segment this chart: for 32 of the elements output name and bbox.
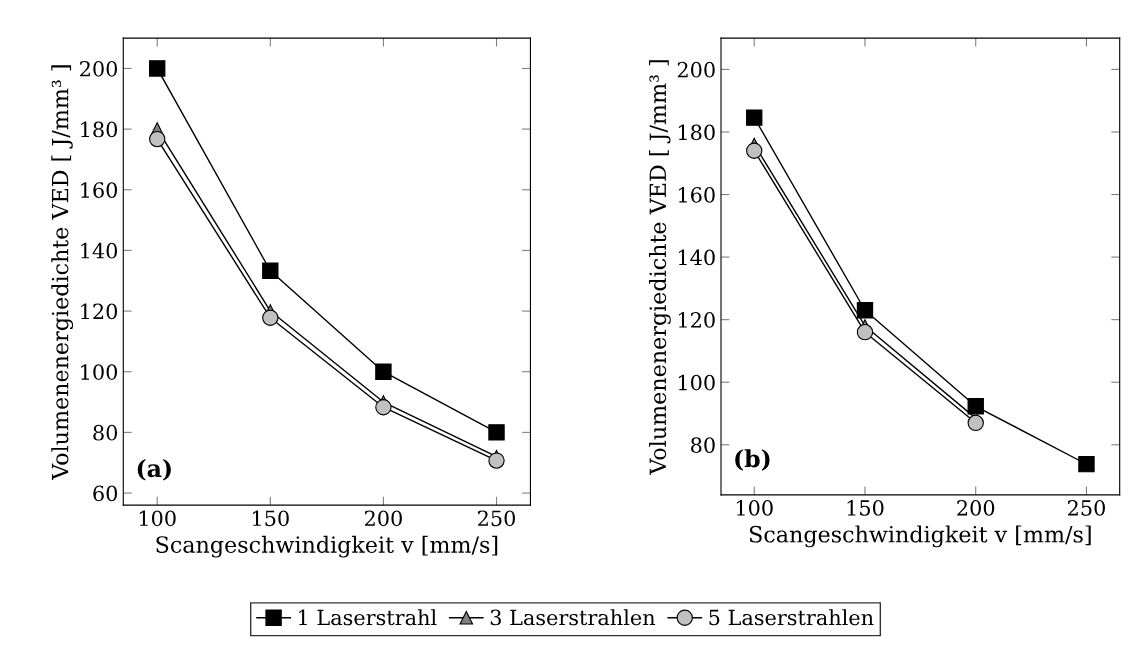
- x-tick-label: 250: [1068, 500, 1105, 516]
- y-tick-label: 120: [81, 303, 118, 320]
- y-tick-label: 120: [678, 312, 715, 328]
- y-axis-title: Volumenenergiedichte VED [ J/mm³ ]: [51, 65, 74, 481]
- x-axis-title: Scangeschwindigkeit v [mm/s]: [156, 535, 498, 558]
- x-tick-label: 100: [139, 510, 176, 527]
- y-tick-label: 160: [81, 182, 118, 198]
- x-tick-label: 250: [478, 510, 516, 527]
- y-tick-label: 100: [678, 374, 715, 391]
- y-tick-label: 180: [678, 124, 715, 141]
- y-axis-title: Volumenenergiedichte VED [ J/mm³ ]: [649, 60, 671, 475]
- y-tick-label: 60: [93, 485, 118, 502]
- x-axis-title: Scangeschwindigkeit v [mm/s]: [749, 525, 1091, 548]
- annotation: (b): [735, 449, 770, 471]
- y-tick-label: 200: [677, 61, 715, 78]
- y-tick-label: 80: [93, 424, 118, 441]
- annotation: (a): [137, 458, 171, 481]
- y-tick-label: 140: [678, 249, 715, 266]
- y-tick-label: 100: [81, 364, 118, 380]
- y-tick-label: 200: [80, 60, 118, 77]
- y-tick-label: 160: [678, 186, 715, 203]
- legend-label: 3 Laserstrahlen: [490, 609, 656, 626]
- x-tick-label: 100: [736, 500, 773, 516]
- x-tick-label: 200: [364, 510, 402, 527]
- x-tick-label: 150: [252, 510, 289, 527]
- x-tick-label: 150: [847, 500, 884, 516]
- x-tick-label: 200: [957, 500, 995, 516]
- y-tick-label: 180: [81, 121, 118, 138]
- y-tick-label: 80: [691, 437, 715, 453]
- legend-label: 5 Laserstrahlen: [709, 609, 874, 626]
- legend-label: 1 Laserstrahl: [299, 609, 437, 626]
- y-tick-label: 140: [81, 242, 118, 259]
